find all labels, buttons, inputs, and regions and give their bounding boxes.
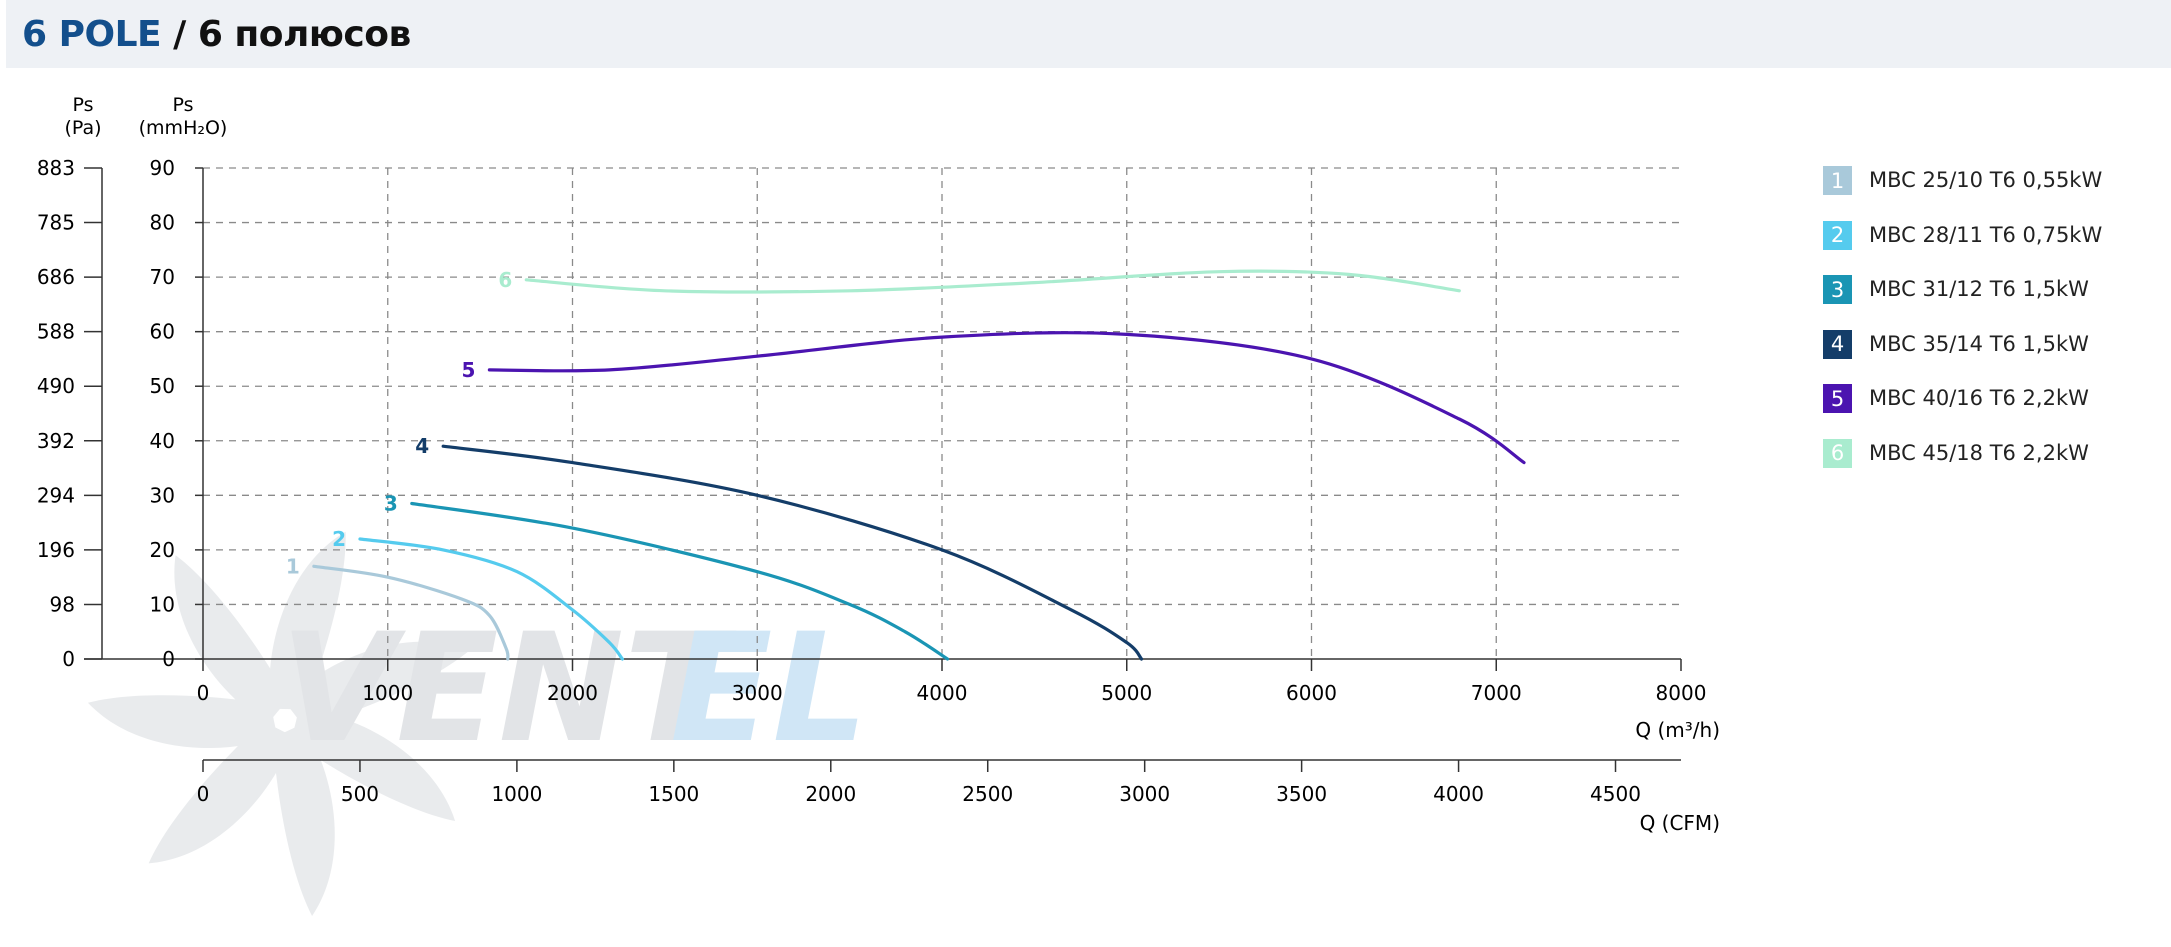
pa-tick-label: 98 bbox=[50, 592, 75, 616]
legend-item: 2 MBC 28/11 T6 0,75kW bbox=[1823, 220, 2103, 276]
y-tick-label: 60 bbox=[150, 320, 175, 344]
series-number-label: 4 bbox=[415, 434, 429, 458]
fan-logo-icon bbox=[87, 531, 470, 916]
x-tick-label: 7000 bbox=[1471, 681, 1522, 705]
x2-tick-label: 3500 bbox=[1276, 782, 1327, 806]
pa-tick-label: 392 bbox=[37, 429, 75, 453]
y-tick-label: 80 bbox=[150, 211, 175, 235]
y-tick-label: 20 bbox=[150, 538, 175, 562]
series-number-label: 2 bbox=[332, 527, 346, 551]
legend-label: MBC 45/18 T6 2,2kW bbox=[1869, 440, 2089, 465]
x2-axis-label: Q (CFM) bbox=[1640, 811, 1720, 835]
x2-tick-label: 3000 bbox=[1119, 782, 1170, 806]
x2-tick-label: 4000 bbox=[1433, 782, 1484, 806]
x-axis-label: Q (m³/h) bbox=[1635, 718, 1720, 742]
y-tick-label: 10 bbox=[150, 592, 175, 616]
x2-tick-label: 2000 bbox=[805, 782, 856, 806]
legend-label: MBC 25/10 T6 0,55kW bbox=[1869, 168, 2103, 192]
y-tick-label: 0 bbox=[162, 647, 175, 671]
x-tick-label: 8000 bbox=[1656, 681, 1707, 705]
x-tick-label: 3000 bbox=[732, 681, 783, 705]
series-number-label: 3 bbox=[384, 492, 398, 516]
y-left-label-bottom: (Pa) bbox=[64, 117, 101, 139]
x-tick-label: 6000 bbox=[1286, 681, 1337, 705]
legend-item: 5 MBC 40/16 T6 2,2kW bbox=[1823, 384, 2102, 439]
x2-tick-label: 500 bbox=[341, 782, 379, 806]
title-separator: / bbox=[161, 14, 198, 55]
y-tick-label: 30 bbox=[150, 483, 175, 507]
pa-tick-label: 785 bbox=[37, 211, 75, 235]
y-right-label-bottom: (mmH₂O) bbox=[139, 117, 228, 139]
fan-blade bbox=[291, 708, 456, 821]
legend-swatch: 1 bbox=[1823, 166, 1852, 195]
page-header: 6 POLE / 6 полюсов bbox=[6, 0, 2171, 68]
legend-swatch: 5 bbox=[1823, 384, 1852, 413]
legend-item: 1 MBC 25/10 T6 0,55kW bbox=[1823, 166, 2102, 221]
series-line-2 bbox=[358, 537, 624, 661]
chart-axis-titles: Ps (Pa) Ps (mmH₂O) Q (m³/h) Q (CFM) bbox=[64, 94, 1720, 835]
x-tick-label: 4000 bbox=[917, 681, 968, 705]
legend-swatch: 4 bbox=[1823, 329, 1852, 359]
fan-blade bbox=[285, 641, 470, 728]
x2-tick-label: 1500 bbox=[648, 782, 699, 806]
pa-tick-label: 883 bbox=[37, 156, 75, 180]
y-right-label-top: Ps bbox=[172, 94, 193, 116]
legend-item: 4 MBC 35/14 T6 1,5kW bbox=[1823, 329, 2102, 385]
fan-blade bbox=[269, 531, 346, 710]
x2-tick-label: 4500 bbox=[1590, 782, 1641, 806]
series-number-label: 6 bbox=[498, 268, 512, 292]
legend-item: 6 MBC 45/18 T6 2,2kW bbox=[1823, 438, 2102, 494]
pa-tick-label: 686 bbox=[37, 265, 75, 289]
x2-tick-label: 1000 bbox=[491, 782, 542, 806]
fan-blade bbox=[87, 695, 278, 748]
chart-axes bbox=[84, 167, 1682, 772]
chart-legend: 1 MBC 25/10 T6 0,55kW 2 MBC 28/11 T6 0,7… bbox=[1823, 166, 2102, 493]
chart-series: 1 2 3 4 5 6 bbox=[286, 268, 1526, 661]
pa-tick-label: 294 bbox=[37, 483, 75, 507]
legend-swatch: 2 bbox=[1823, 220, 1852, 250]
y-tick-label: 90 bbox=[150, 156, 175, 180]
legend-label: MBC 31/12 T6 1,5kW bbox=[1869, 277, 2089, 301]
fan-blade bbox=[272, 724, 335, 916]
y-tick-label: 70 bbox=[150, 265, 175, 289]
pa-tick-label: 588 bbox=[37, 320, 75, 344]
legend-swatch: 3 bbox=[1823, 275, 1852, 304]
page-title: 6 POLE / 6 полюсов bbox=[22, 14, 411, 55]
watermark-text-el: EL bbox=[670, 602, 868, 776]
series-line-5 bbox=[487, 331, 1526, 465]
watermark-text-vent: VENT bbox=[280, 602, 737, 776]
series-line-1 bbox=[312, 564, 510, 661]
title-russian: 6 полюсов bbox=[197, 14, 411, 55]
ventel-watermark-logo: VENT EL bbox=[87, 531, 868, 916]
legend-label: MBC 35/14 T6 1,5kW bbox=[1869, 331, 2089, 356]
x2-tick-label: 2500 bbox=[962, 782, 1013, 806]
legend-label: MBC 40/16 T6 2,2kW bbox=[1869, 386, 2089, 410]
pa-tick-label: 490 bbox=[37, 374, 75, 398]
series-line-4 bbox=[441, 444, 1144, 661]
x-tick-label: 5000 bbox=[1101, 681, 1152, 705]
pa-tick-label: 0 bbox=[62, 647, 75, 671]
legend-swatch: 6 bbox=[1823, 438, 1852, 468]
legend-label: MBC 28/11 T6 0,75kW bbox=[1869, 222, 2103, 247]
x2-tick-label: 0 bbox=[197, 782, 210, 806]
series-line-3 bbox=[410, 501, 950, 661]
series-number-label: 5 bbox=[461, 358, 475, 382]
x-tick-label: 0 bbox=[197, 681, 210, 705]
pa-tick-label: 196 bbox=[37, 538, 75, 562]
legend-item: 3 MBC 31/12 T6 1,5kW bbox=[1823, 275, 2102, 330]
title-main: 6 POLE bbox=[22, 14, 162, 55]
series-number-label: 1 bbox=[286, 554, 300, 578]
x-tick-label: 2000 bbox=[547, 681, 598, 705]
y-left-label-top: Ps bbox=[72, 94, 93, 116]
series-line-6 bbox=[524, 269, 1461, 294]
x-tick-label: 1000 bbox=[362, 681, 413, 705]
y-tick-label: 50 bbox=[150, 374, 175, 398]
fan-blade bbox=[148, 721, 293, 864]
y-tick-label: 40 bbox=[150, 429, 175, 453]
